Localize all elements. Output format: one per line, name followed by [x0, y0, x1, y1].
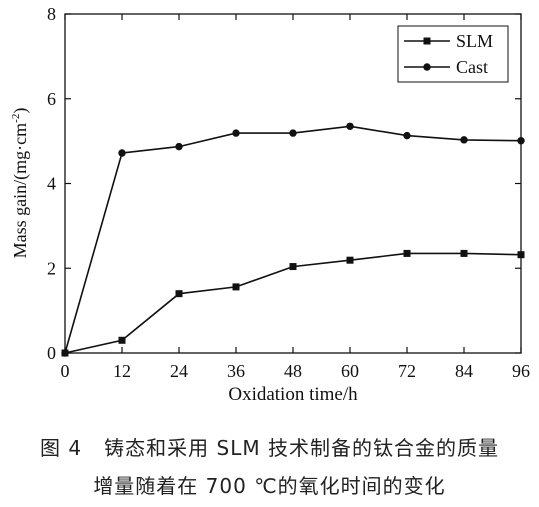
y-axis-label-main: Mass gain/(mg·cm [10, 123, 31, 258]
y-axis-label-end: ) [10, 108, 31, 114]
y-tick-label-1: 2 [47, 258, 56, 278]
legend-label-slm: SLM [456, 31, 493, 51]
y-tick-label-3: 6 [47, 89, 56, 109]
x-tick-label-1: 12 [113, 361, 131, 381]
point-cast-72 [403, 131, 411, 140]
x-tick-label-3: 36 [227, 361, 245, 381]
y-axis-label: Mass gain/(mg·cm-2) [10, 108, 31, 259]
point-cast-60 [346, 122, 354, 130]
legend-label-cast: Cast [456, 57, 488, 77]
point-slm-12 [118, 336, 126, 344]
x-tick-label-0: 0 [61, 361, 70, 381]
y-tick-label-4: 8 [47, 4, 56, 24]
point-slm-24 [175, 290, 183, 298]
x-axis-label: Oxidation time/h [228, 384, 358, 405]
x-tick-label-7: 84 [455, 361, 473, 381]
legend: SLM Cast [397, 25, 509, 83]
point-cast-0 [61, 349, 69, 357]
y-axis-label-sup: -2 [10, 114, 22, 123]
legend-marker-cast [423, 63, 431, 71]
point-cast-84 [460, 136, 468, 144]
y-tick-label-2: 4 [47, 174, 56, 194]
x-tick-label-4: 48 [284, 361, 302, 381]
figure-caption-line-2: 增量随着在 700 ℃的氧化时间的变化 [93, 474, 446, 498]
point-cast-12 [118, 149, 126, 157]
point-cast-48 [289, 129, 297, 137]
point-slm-96 [517, 251, 525, 259]
point-cast-24 [175, 142, 183, 151]
point-cast-36 [232, 129, 240, 137]
x-tick-label-2: 24 [170, 361, 188, 381]
point-cast-96 [517, 137, 525, 145]
point-slm-84 [460, 249, 468, 257]
x-tick-label-6: 72 [398, 361, 416, 381]
point-slm-36 [232, 283, 240, 291]
point-slm-48 [289, 263, 297, 271]
figure-caption-line-1: 图 4 铸态和采用 SLM 技术制备的钛合金的质量 [40, 436, 499, 460]
y-tick-label-0: 0 [47, 343, 56, 363]
x-tick-label-5: 60 [341, 361, 359, 381]
legend-box [397, 25, 509, 83]
point-slm-72 [403, 249, 411, 257]
legend-marker-slm [423, 37, 431, 45]
x-tick-label-8: 96 [512, 361, 530, 381]
series-line-cast [64, 125, 522, 354]
series-layer [61, 122, 525, 357]
point-slm-60 [346, 256, 354, 264]
